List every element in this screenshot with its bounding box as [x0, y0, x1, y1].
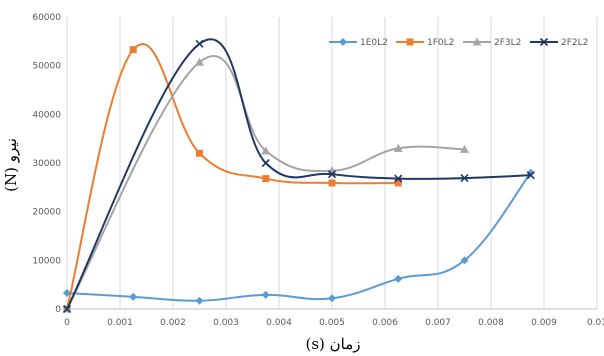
legend-marker [406, 38, 414, 46]
data-point [460, 256, 469, 265]
data-point [394, 174, 403, 183]
data-point [195, 296, 204, 305]
legend-label: 2F2L2 [561, 38, 588, 48]
y-axis-title: نیرو (N) [2, 138, 20, 192]
x-tick-label: 0.008 [478, 318, 504, 328]
x-tick-label: 0.002 [160, 318, 186, 328]
data-point [262, 175, 270, 183]
data-point [261, 290, 270, 299]
data-point [460, 174, 469, 183]
y-tick-label: 20000 [32, 208, 61, 218]
legend-item: 2F2L2 [530, 37, 588, 48]
data-point [328, 179, 336, 187]
data-point [261, 146, 271, 155]
legend-item: 1E0L2 [329, 38, 388, 48]
axes: 0 0.001 0.002 0.003 0.004 0.005 0.006 0.007 0.00… [32, 13, 604, 328]
x-axis-title: زمان (s) [305, 335, 360, 353]
series-lines [62, 38, 535, 314]
data-point [261, 158, 270, 168]
series-line [66, 172, 532, 302]
data-point [460, 144, 469, 153]
x-tick-label: 0.006 [372, 318, 398, 328]
legend-item: 2F3L2 [463, 37, 521, 48]
data-point [328, 294, 336, 303]
x-tick-label: 0.009 [531, 318, 557, 328]
series-2F3L2 [62, 55, 469, 313]
series-1F0L2 [63, 43, 402, 313]
x-tick-label: 0.007 [425, 318, 451, 328]
x-tick-label: 0.01 [587, 318, 604, 328]
y-tick-label: 0 [55, 305, 61, 315]
legend: 1E0L2 1F0L2 2F3L2 2F2L2 [329, 37, 588, 48]
x-tick-label: 0.001 [107, 318, 133, 328]
legend-marker [472, 37, 482, 46]
series-line [66, 55, 465, 310]
x-tick-label: 0.005 [319, 318, 345, 328]
data-point [62, 304, 72, 314]
y-tick-label: 40000 [32, 110, 61, 120]
legend-marker [539, 37, 549, 47]
data-point [394, 179, 402, 187]
data-point [327, 170, 337, 179]
data-point [394, 274, 403, 283]
legend-label: 2F3L2 [494, 38, 521, 48]
data-point [195, 57, 204, 66]
series-2F2L2 [62, 38, 535, 314]
y-tick-label: 50000 [32, 62, 61, 72]
data-point [63, 288, 71, 297]
data-point [195, 39, 204, 48]
y-tick-label: 30000 [32, 159, 61, 169]
data-point [129, 292, 138, 301]
data-point [526, 171, 535, 180]
x-tick-label: 0.004 [266, 318, 292, 328]
legend-item: 1F0L2 [396, 38, 454, 48]
legend-marker [339, 38, 347, 46]
data-point [129, 46, 137, 54]
data-point [393, 143, 403, 152]
grid-lines [66, 17, 598, 309]
data-point [196, 149, 203, 157]
legend-label: 1F0L2 [427, 38, 454, 48]
y-tick-label: 10000 [32, 256, 61, 266]
y-tick-label: 60000 [32, 13, 61, 23]
x-tick-label: 0 [64, 318, 70, 328]
legend-label: 1E0L2 [360, 38, 388, 48]
series-line [66, 38, 531, 310]
series-1E0L2 [63, 168, 535, 305]
x-tick-label: 0.003 [213, 318, 239, 328]
